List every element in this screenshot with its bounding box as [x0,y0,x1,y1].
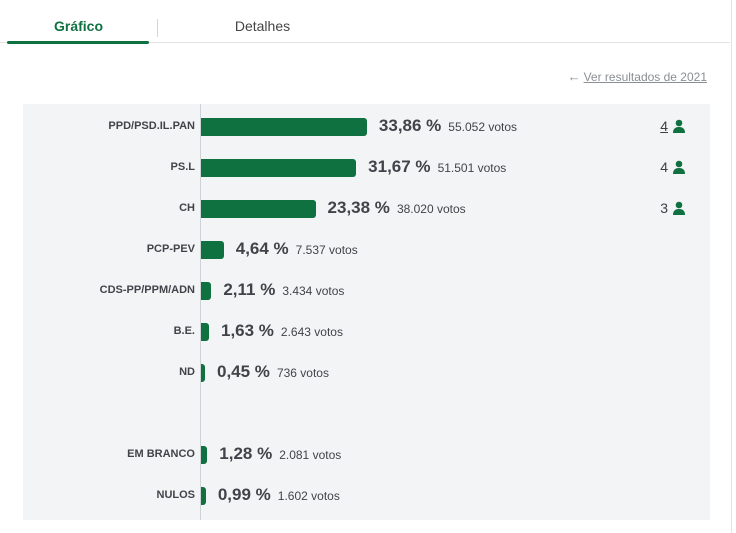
result-bar [201,364,205,382]
seats-count: 3 [660,200,668,216]
result-bar [201,159,357,177]
percentage-label: 0,99 % [217,485,271,504]
category-label: PS.L [170,161,195,173]
percentage-label: 1,28 % [219,444,273,463]
votes-label: 38.020 votos [396,202,466,216]
votes-label: 51.501 votos [437,161,507,175]
votes-label: 1.602 votos [277,489,340,503]
person-icon [673,160,685,174]
previous-results-label: Ver resultados de 2021 [583,70,707,84]
person-icon [673,119,685,133]
votes-label: 2.081 votos [279,448,342,462]
seats-count: 4 [660,159,668,175]
results-chart-panel [23,104,710,520]
tab-divider [157,19,158,37]
tab-detalhes[interactable]: Detalhes [234,18,291,34]
result-bar [201,446,208,464]
result-bar [201,241,224,259]
category-label: CDS-PP/PPM/ADN [99,284,195,296]
person-icon [673,201,685,215]
panel-edge [731,0,732,533]
votes-label: 7.537 votos [295,243,358,257]
result-bar [201,487,206,505]
category-label: B.E. [173,325,195,337]
votes-label: 55.052 votos [448,120,518,134]
votes-label: 3.434 votos [282,284,345,298]
seats-count[interactable]: 4 [660,118,668,134]
result-bar [201,118,367,136]
arrow-left-icon: ← [567,69,581,84]
percentage-label: 0,45 % [217,362,270,381]
percentage-label: 4,64 % [235,239,289,258]
category-label: NULOS [156,489,196,501]
category-label: EM BRANCO [127,448,195,460]
votes-label: 736 votos [276,366,329,380]
result-bar [201,323,209,341]
previous-results-link[interactable]: ← Ver resultados de 2021 [568,69,707,84]
tab-bar: Gráfico Detalhes [0,0,736,44]
result-bar [201,282,212,300]
percentage-label: 23,38 % [327,198,390,217]
category-label: ND [179,366,195,378]
active-tab-indicator [7,41,149,44]
chart-axis-line [200,104,201,520]
votes-label: 2.643 votos [280,325,343,339]
result-bar [201,200,316,218]
tab-bar-divider [0,42,730,43]
percentage-label: 31,67 % [368,157,431,176]
tab-grafico[interactable]: Gráfico [53,18,103,34]
category-label: PPD/PSD.IL.PAN [108,120,195,132]
category-label: CH [179,202,195,214]
percentage-label: 33,86 % [378,116,442,135]
percentage-label: 1,63 % [220,321,274,340]
category-label: PCP-PEV [146,243,195,255]
percentage-label: 2,11 % [223,280,276,299]
